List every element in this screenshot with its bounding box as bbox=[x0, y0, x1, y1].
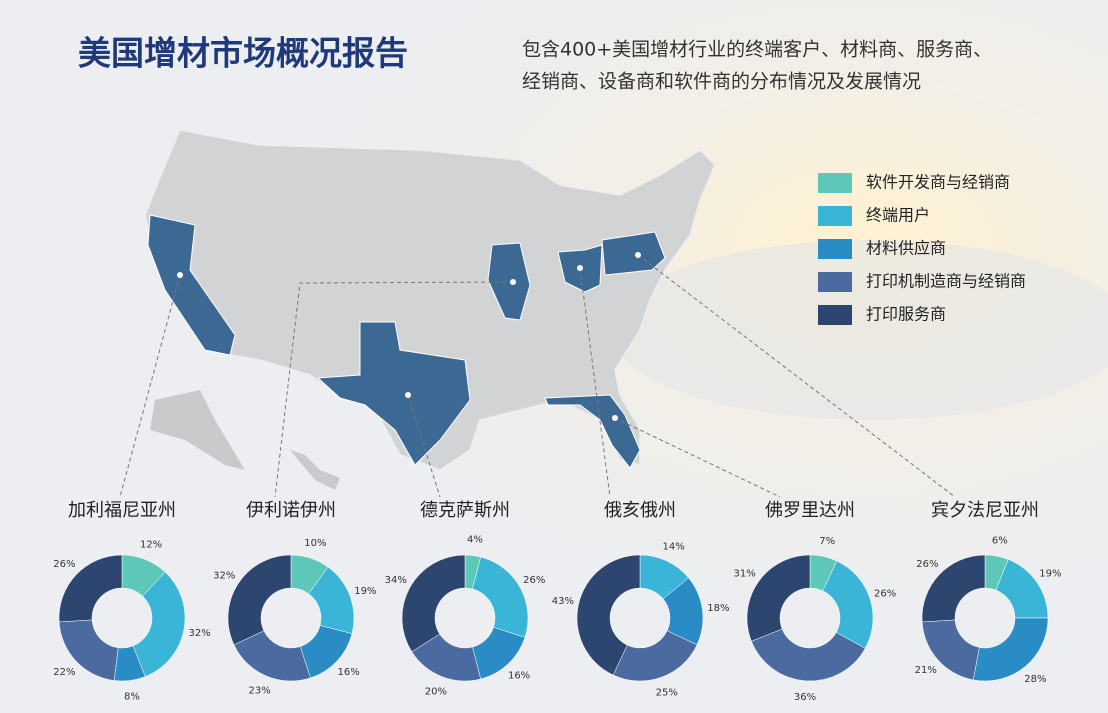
chart-title: 宾夕法尼亚州 bbox=[931, 500, 1039, 521]
connector bbox=[119, 274, 181, 498]
data-label: 26% bbox=[53, 559, 75, 570]
us-map bbox=[119, 129, 956, 498]
data-label: 20% bbox=[425, 686, 447, 697]
data-label: 34% bbox=[385, 575, 407, 586]
state-dot bbox=[510, 279, 516, 285]
data-label: 14% bbox=[663, 542, 685, 553]
connector bbox=[274, 281, 514, 498]
data-label: 19% bbox=[1039, 569, 1061, 580]
connector bbox=[407, 394, 441, 498]
legend-swatch bbox=[818, 272, 852, 292]
data-label: 25% bbox=[656, 687, 678, 698]
connector bbox=[637, 254, 956, 498]
donut-segment bbox=[972, 617, 1049, 682]
data-label: 32% bbox=[213, 571, 235, 582]
legend-label: 材料供应商 bbox=[866, 239, 946, 258]
data-label: 26% bbox=[874, 589, 896, 600]
state-florida bbox=[544, 394, 641, 469]
state-dot bbox=[405, 392, 411, 398]
data-label: 36% bbox=[794, 692, 816, 703]
data-label: 22% bbox=[53, 667, 75, 678]
data-label: 43% bbox=[552, 596, 574, 607]
state-california bbox=[147, 214, 236, 356]
connector bbox=[579, 267, 611, 498]
state-texas bbox=[316, 321, 471, 466]
state-dot bbox=[612, 415, 618, 421]
state-dot bbox=[577, 265, 583, 271]
legend-label: 打印服务商 bbox=[866, 305, 946, 324]
hawaii bbox=[290, 450, 340, 490]
subtitle: 包含400+美国增材行业的终端客户、材料商、服务商、 bbox=[522, 39, 992, 61]
data-label: 26% bbox=[523, 575, 545, 586]
legend-label: 终端用户 bbox=[866, 206, 930, 225]
data-label: 10% bbox=[304, 538, 326, 549]
state-dot bbox=[635, 252, 641, 258]
data-label: 12% bbox=[140, 540, 162, 551]
chart-title: 德克萨斯州 bbox=[420, 500, 510, 521]
data-label: 23% bbox=[249, 686, 271, 697]
data-label: 18% bbox=[707, 603, 729, 614]
legend-swatch bbox=[818, 239, 852, 259]
state-illinois bbox=[487, 242, 531, 321]
donut-segment bbox=[227, 554, 292, 646]
data-label: 16% bbox=[508, 671, 530, 682]
donut-segment bbox=[401, 554, 466, 653]
donut-segment bbox=[576, 554, 641, 676]
state-dot bbox=[177, 272, 183, 278]
connector bbox=[614, 417, 781, 498]
legend-swatch bbox=[818, 173, 852, 193]
data-label: 4% bbox=[467, 535, 483, 546]
data-label: 19% bbox=[354, 586, 376, 597]
donut-segment bbox=[132, 571, 186, 677]
subtitle: 经销商、设备商和软件商的分布情况及发展情况 bbox=[522, 71, 921, 93]
donut-segment bbox=[822, 560, 874, 649]
alaska bbox=[150, 390, 245, 470]
data-label: 21% bbox=[915, 665, 937, 676]
donut-segment bbox=[921, 554, 986, 623]
background-shape bbox=[610, 240, 1108, 420]
legend-label: 打印机制造商与经销商 bbox=[866, 272, 1026, 291]
data-label: 28% bbox=[1024, 674, 1046, 685]
data-label: 16% bbox=[337, 667, 359, 678]
donut-segment bbox=[751, 628, 866, 682]
legend-swatch bbox=[818, 206, 852, 226]
chart-title: 加利福尼亚州 bbox=[68, 500, 176, 521]
chart-title: 俄亥俄州 bbox=[604, 500, 676, 521]
legend-swatch bbox=[818, 305, 852, 325]
state-pennsylvania bbox=[601, 231, 666, 276]
data-label: 26% bbox=[916, 559, 938, 570]
data-label: 31% bbox=[734, 569, 756, 580]
donut-segment bbox=[58, 554, 123, 623]
title: 美国增材市场概况报告 bbox=[78, 34, 408, 73]
data-label: 8% bbox=[124, 691, 140, 702]
donut-segment bbox=[472, 556, 529, 638]
chart-title: 伊利诺伊州 bbox=[246, 500, 336, 521]
data-label: 7% bbox=[819, 536, 835, 547]
data-label: 6% bbox=[992, 535, 1008, 546]
data-label: 32% bbox=[188, 628, 210, 639]
chart-title: 佛罗里达州 bbox=[765, 500, 855, 521]
legend-label: 软件开发商与经销商 bbox=[866, 173, 1010, 192]
donuts: 加利福尼亚州 12% 32% 8% 22% 26% 伊利诺伊州 10% 19% 16% 23% 32%… bbox=[53, 500, 1061, 703]
